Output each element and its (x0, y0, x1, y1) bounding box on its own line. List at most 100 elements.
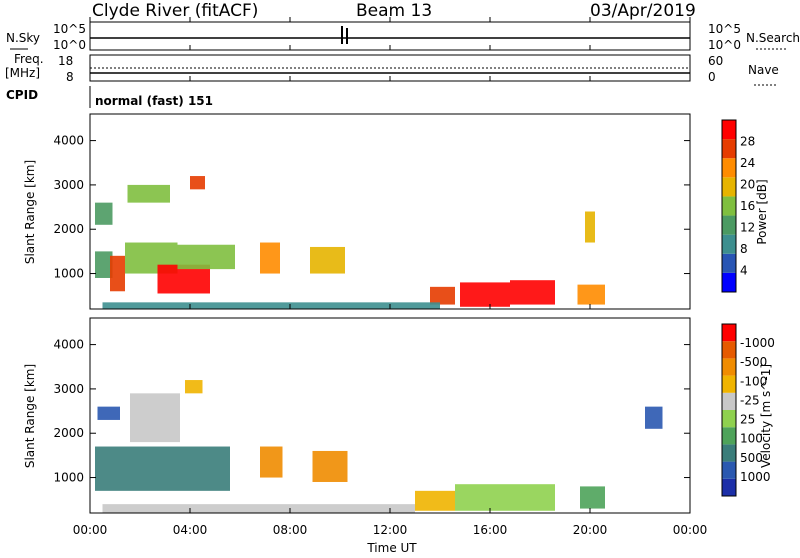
colorbar-tick-label: 500 (740, 451, 763, 465)
colorbar-tick-label: -500 (740, 355, 767, 369)
colorbar-swatch (722, 461, 736, 479)
colorbar-tick-label: 100 (740, 432, 763, 446)
x-tick-label: 08:00 (273, 523, 308, 537)
cpid-value: normal (fast) 151 (95, 94, 213, 108)
colorbar-swatch (722, 215, 736, 235)
scatter-region (510, 280, 555, 305)
scatter-region (260, 242, 280, 274)
scatter-region (157, 264, 210, 294)
scatter-region (177, 244, 235, 270)
x-tick-label: 00:00 (73, 523, 108, 537)
colorbar-tick-label: 25 (740, 413, 755, 427)
freq-bottom-tick: 8 (66, 70, 74, 84)
scatter-region (97, 406, 120, 420)
x-tick-label: 16:00 (473, 523, 508, 537)
nsearch-bottom-tick: 10^0 (708, 38, 741, 52)
colorbar-swatch (722, 410, 736, 428)
colorbar-swatch (722, 324, 736, 342)
scatter-region (130, 393, 180, 443)
x-tick-label: 20:00 (573, 523, 608, 537)
colorbar-swatch (722, 478, 736, 496)
scatter-region (460, 282, 510, 307)
colorbar-tick-label: -25 (740, 393, 760, 407)
y-tick-label: 2000 (53, 426, 84, 440)
colorbar-swatch (722, 375, 736, 393)
y-tick-label: 1000 (53, 267, 84, 281)
colorbar-swatch (722, 358, 736, 376)
nsky-top-tick: 10^5 (53, 22, 86, 36)
x-tick-label: 04:00 (173, 523, 208, 537)
time-axis: 00:00 04:00 08:00 12:00 16:00 20:00 00:00 (73, 17, 708, 537)
scatter-region (127, 184, 170, 203)
freq-label-1: Freq. (14, 52, 44, 66)
colorbar-tick-label: 8 (740, 242, 748, 256)
power-panel: 1000 2000 3000 4000 (53, 134, 690, 309)
colorbar-swatch (722, 196, 736, 216)
velocity-panel: 1000 2000 3000 4000 (53, 338, 690, 513)
scatter-region (415, 490, 455, 511)
colorbar-swatch (722, 392, 736, 410)
colorbar-tick-label: -100 (740, 374, 767, 388)
velocity-ylabel: Slant Range [km] (23, 364, 37, 468)
nsearch-label: N.Search (746, 31, 800, 45)
date-title: 03/Apr/2019 (590, 1, 696, 21)
freq-top-tick: 18 (58, 54, 73, 68)
x-tick-label: 00:00 (673, 523, 708, 537)
beam-title: Beam 13 (356, 1, 432, 21)
scatter-region (260, 446, 283, 478)
colorbar-tick-label: -1000 (740, 336, 775, 350)
nave-bottom-tick: 0 (708, 70, 716, 84)
y-tick-label: 4000 (53, 134, 84, 148)
x-tick-label: 12:00 (373, 523, 408, 537)
colorbar-tick-label: 4 (740, 264, 748, 278)
scatter-region (185, 380, 203, 394)
colorbar-tick-label: 1000 (740, 470, 771, 484)
power-ylabel: Slant Range [km] (23, 160, 37, 264)
colorbar-swatch (722, 177, 736, 197)
nsky-bottom-tick: 10^0 (53, 38, 86, 52)
colorbar-tick-label: 20 (740, 178, 755, 192)
power-colorbar: 4 8 12 16 20 24 28 (721, 119, 755, 293)
velocity-colorbar: 1000 500 100 25 -25 -100 -500 -1000 (721, 323, 775, 497)
nave-top-tick: 60 (708, 54, 723, 68)
colorbar-tick-label: 12 (740, 221, 755, 235)
scatter-region (102, 504, 415, 513)
scatter-region (430, 286, 455, 305)
freq-label-2: [MHz] (5, 66, 40, 80)
colorbar-swatch (722, 234, 736, 254)
y-tick-label: 2000 (53, 222, 84, 236)
y-tick-label: 4000 (53, 338, 84, 352)
power-colorbar-label: Power [dB] (755, 179, 769, 244)
time-axis-label: Time UT (366, 541, 417, 554)
colorbar-swatch (722, 253, 736, 273)
cpid-label: CPID (6, 88, 38, 102)
nsky-label: N.Sky (6, 31, 40, 45)
colorbar-swatch (722, 427, 736, 445)
scatter-region (312, 450, 348, 482)
scatter-region (190, 176, 205, 190)
colorbar-swatch (722, 341, 736, 359)
scatter-region (577, 284, 605, 305)
scatter-region (585, 211, 595, 243)
nave-label: Nave (748, 63, 779, 77)
colorbar-swatch (722, 444, 736, 462)
colorbar-swatch (722, 272, 736, 292)
scatter-region (95, 251, 113, 278)
velocity-colorbar-label: Velocity [m s^-1] (759, 364, 773, 468)
station-title: Clyde River (fitACF) (92, 1, 258, 21)
y-tick-label: 3000 (53, 178, 84, 192)
colorbar-tick-label: 28 (740, 135, 755, 149)
scatter-region (455, 484, 555, 511)
y-tick-label: 3000 (53, 382, 84, 396)
scatter-region (645, 406, 663, 429)
scatter-region (580, 486, 605, 509)
nsearch-top-tick: 10^5 (708, 22, 741, 36)
colorbar-tick-label: 16 (740, 199, 755, 213)
colorbar-swatch (722, 120, 736, 140)
colorbar-frame (721, 119, 737, 293)
scatter-region (102, 302, 440, 309)
colorbar-swatch (722, 139, 736, 159)
scatter-region (310, 246, 345, 274)
colorbar-frame (721, 323, 737, 497)
